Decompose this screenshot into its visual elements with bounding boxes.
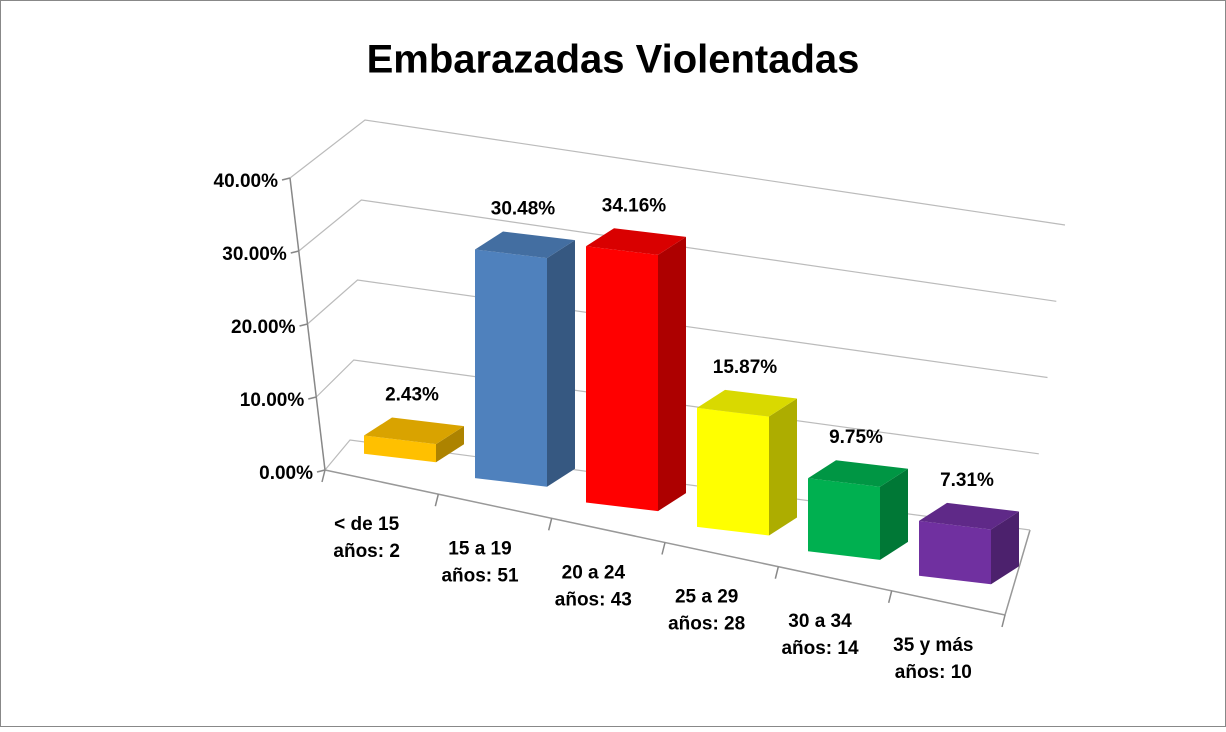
x-tick-label: 15 a 19	[448, 538, 511, 559]
x-tick	[774, 566, 780, 579]
bar-front	[697, 407, 769, 536]
bar	[697, 389, 797, 536]
y-axis	[289, 177, 326, 471]
x-tick-label: 25 a 29	[675, 587, 738, 608]
y-tick-label: 0.00%	[259, 463, 313, 484]
value-label: 9.75%	[829, 427, 883, 448]
value-label: 34.16%	[602, 195, 667, 216]
x-tick-label: años: 10	[895, 662, 972, 683]
value-label: 7.31%	[940, 470, 994, 491]
bar	[475, 231, 575, 487]
y-tick	[308, 396, 317, 400]
x-tick	[887, 590, 893, 604]
x-tick-label: años: 14	[781, 638, 859, 659]
value-label: 15.87%	[713, 357, 778, 378]
bar-side	[436, 426, 464, 463]
bar	[364, 417, 464, 463]
grid-line	[298, 199, 1057, 302]
x-tick	[661, 542, 666, 555]
x-tick	[1001, 614, 1006, 628]
value-label: 2.43%	[385, 384, 439, 405]
bar-front	[364, 435, 436, 463]
y-tick-label: 40.00%	[214, 171, 279, 192]
y-tick-label: 10.00%	[240, 390, 305, 411]
grid-line	[289, 119, 1066, 226]
bar-top	[586, 228, 686, 255]
x-tick-label: años: 28	[668, 614, 745, 635]
y-tick	[299, 323, 308, 327]
value-label: 30.48%	[491, 198, 556, 219]
bar	[808, 460, 908, 560]
bar-front	[586, 246, 658, 512]
grid-line	[315, 359, 1039, 455]
x-tick-label: 20 a 24	[562, 562, 626, 583]
bar-side	[547, 240, 575, 487]
x-tick-label: 35 y más	[893, 635, 973, 656]
bar-side	[991, 511, 1019, 585]
x-tick-label: años: 43	[555, 589, 632, 610]
bar-side	[769, 398, 797, 536]
bar-side	[880, 468, 908, 560]
x-tick-label: 30 a 34	[788, 611, 852, 632]
bar-front	[475, 249, 547, 487]
y-tick-label: 20.00%	[231, 317, 296, 338]
x-tick	[321, 469, 326, 483]
x-tick	[547, 518, 553, 531]
bar-front	[808, 478, 880, 560]
bar-top	[919, 502, 1019, 530]
bar-side	[658, 236, 686, 512]
bar-front	[919, 520, 991, 585]
y-tick	[290, 250, 299, 254]
x-tick-label: años: 2	[333, 541, 400, 562]
y-tick	[281, 177, 291, 181]
chart-title: Embarazadas Violentadas	[367, 38, 860, 82]
x-tick-label: < de 15	[334, 514, 399, 535]
bar-top	[808, 460, 908, 487]
bar-top	[697, 389, 797, 417]
grid-line	[307, 279, 1048, 379]
bar-top	[364, 417, 464, 445]
grid-line	[324, 439, 1031, 531]
bar	[919, 502, 1019, 585]
x-tick-label: años: 51	[441, 565, 519, 586]
y-tick	[316, 469, 326, 473]
bar	[586, 228, 686, 512]
y-tick-label: 30.00%	[222, 244, 287, 265]
bar-top	[475, 231, 575, 259]
x-tick	[434, 493, 440, 507]
